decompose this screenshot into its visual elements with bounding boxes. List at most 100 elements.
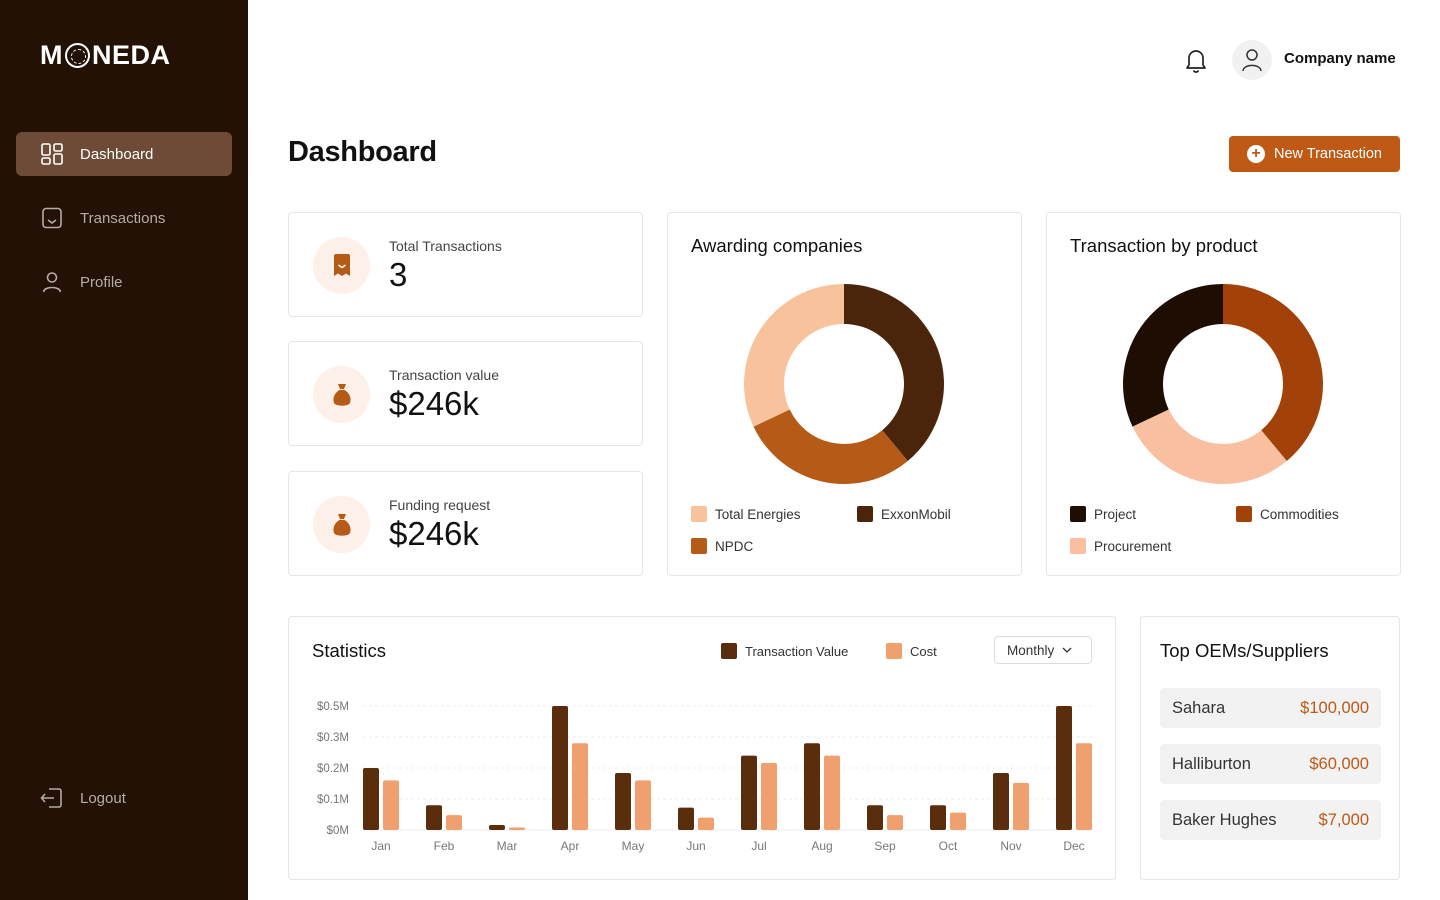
legend-item-cost: Cost — [886, 643, 937, 659]
bar-transaction-value-apr[interactable] — [552, 706, 568, 830]
oem-value: $7,000 — [1318, 810, 1369, 829]
coin-icon — [65, 42, 90, 68]
legend-swatch — [721, 643, 737, 659]
x-tick-label: Nov — [1000, 839, 1021, 853]
bar-cost-apr[interactable] — [572, 743, 588, 830]
bar-cost-sep[interactable] — [887, 815, 903, 830]
bar-cost-may[interactable] — [635, 780, 651, 830]
bar-transaction-value-dec[interactable] — [1056, 706, 1072, 830]
period-select[interactable]: Monthly — [994, 636, 1092, 664]
bar-cost-dec[interactable] — [1076, 743, 1092, 830]
bar-transaction-value-jun[interactable] — [678, 807, 694, 830]
bar-cost-mar[interactable] — [509, 827, 525, 830]
bar-transaction-value-feb[interactable] — [426, 805, 442, 830]
bar-transaction-value-oct[interactable] — [930, 805, 946, 830]
sidebar-item-profile[interactable]: Profile — [16, 260, 232, 304]
stat-label: Total Transactions — [389, 238, 502, 254]
chart-title: Statistics — [312, 640, 387, 661]
x-tick-label: Sep — [874, 839, 896, 853]
stat-value: $246k — [389, 385, 479, 422]
bell-icon[interactable] — [1183, 46, 1209, 74]
donut-slice-npdc[interactable] — [753, 409, 908, 484]
sidebar-item-label: Dashboard — [80, 145, 154, 163]
oem-name: Baker Hughes — [1172, 810, 1277, 829]
legend-label: Procurement — [1094, 538, 1172, 554]
oem-name: Sahara — [1172, 698, 1226, 717]
oem-title: Top OEMs/Suppliers — [1160, 640, 1329, 661]
money-bag-icon — [313, 366, 370, 423]
avatar[interactable] — [1232, 40, 1272, 80]
donut-slice-procurement[interactable] — [1132, 409, 1287, 484]
legend-item-procurement: Procurement — [1070, 538, 1171, 554]
oem-value: $60,000 — [1309, 754, 1369, 773]
statistics-card: Statistics Transaction Value Cost Monthl… — [288, 616, 1116, 880]
bar-transaction-value-nov[interactable] — [993, 772, 1009, 830]
x-tick-label: Jul — [751, 839, 766, 853]
stat-value: 3 — [389, 256, 408, 293]
statistics-bar-chart: $0M $0.1M $0.2M $0.3M $0.5M Jan Feb Mar Apr May Ju… — [317, 701, 1093, 853]
new-transaction-button[interactable]: + New Transaction — [1229, 136, 1400, 172]
sidebar: M NEDA Dashboard Transactions Profile Log… — [0, 0, 248, 900]
bar-cost-aug[interactable] — [824, 755, 840, 830]
bar-transaction-value-aug[interactable] — [804, 743, 820, 830]
donut-slice-commodities[interactable] — [1223, 284, 1323, 462]
bar-transaction-value-sep[interactable] — [867, 805, 883, 830]
money-bag-icon — [313, 496, 370, 553]
receipt-icon — [40, 206, 64, 230]
oem-name: Halliburton — [1172, 754, 1251, 773]
x-tick-label: Jun — [686, 839, 705, 853]
y-tick-label: $0.3M — [317, 732, 349, 744]
x-tick-label: Feb — [434, 839, 455, 853]
stat-value: $246k — [389, 515, 479, 552]
oem-value: $100,000 — [1300, 698, 1369, 717]
legend-item-exxonmobil: ExxonMobil — [857, 506, 951, 522]
bar-transaction-value-mar[interactable] — [489, 825, 505, 830]
legend-item-transaction-value: Transaction Value — [721, 643, 848, 659]
stat-label: Funding request — [389, 497, 491, 513]
oem-row[interactable]: Halliburton $60,000 — [1160, 744, 1381, 784]
oem-row[interactable]: Sahara $100,000 — [1160, 688, 1381, 728]
legend-swatch — [691, 506, 707, 522]
stat-label: Transaction value — [389, 367, 499, 383]
chevron-down-icon — [1062, 647, 1072, 653]
awarding-companies-donut — [744, 284, 944, 484]
user-icon — [40, 270, 64, 294]
bar-cost-jun[interactable] — [698, 817, 714, 830]
logout-button[interactable]: Logout — [16, 776, 232, 820]
legend-swatch — [1236, 506, 1252, 522]
x-tick-label: Mar — [497, 839, 518, 853]
plus-circle-icon: + — [1247, 145, 1265, 163]
legend-swatch — [1070, 538, 1086, 554]
x-tick-label: Oct — [939, 839, 958, 853]
bar-cost-nov[interactable] — [1013, 782, 1029, 830]
y-tick-label: $0.5M — [317, 701, 349, 713]
bar-cost-jul[interactable] — [761, 763, 777, 830]
legend-label: Project — [1094, 506, 1137, 522]
brand-logo[interactable]: M NEDA — [40, 38, 171, 72]
bar-transaction-value-jul[interactable] — [741, 755, 757, 830]
y-tick-label: $0.1M — [317, 794, 349, 806]
sidebar-item-transactions[interactable]: Transactions — [16, 196, 232, 240]
stat-card-total-transactions: Total Transactions 3 — [288, 212, 643, 317]
bar-transaction-value-jan[interactable] — [363, 768, 379, 830]
company-name[interactable]: Company name — [1284, 50, 1396, 67]
bar-transaction-value-may[interactable] — [615, 772, 631, 830]
page-title: Dashboard — [288, 136, 437, 168]
transaction-by-product-card: Transaction by product Project Commoditi… — [1046, 212, 1401, 576]
bar-cost-oct[interactable] — [950, 812, 966, 830]
x-tick-label: Apr — [561, 839, 580, 853]
legend-item-total-energies: Total Energies — [691, 506, 801, 522]
donut-slice-exxonmobil[interactable] — [844, 284, 944, 462]
bar-cost-feb[interactable] — [446, 815, 462, 830]
legend-item-commodities: Commodities — [1236, 506, 1339, 522]
logout-label: Logout — [80, 789, 126, 807]
legend-label: Cost — [910, 643, 937, 659]
sidebar-item-dashboard[interactable]: Dashboard — [16, 132, 232, 176]
legend-item-project: Project — [1070, 506, 1136, 522]
logo-letters: NEDA — [92, 39, 171, 70]
bar-cost-jan[interactable] — [383, 780, 399, 830]
top-oems-card: Top OEMs/Suppliers Sahara $100,000 Halli… — [1140, 616, 1400, 880]
donut-slice-total-energies[interactable] — [744, 284, 844, 427]
oem-row[interactable]: Baker Hughes $7,000 — [1160, 800, 1381, 840]
donut-slice-project[interactable] — [1123, 284, 1223, 427]
